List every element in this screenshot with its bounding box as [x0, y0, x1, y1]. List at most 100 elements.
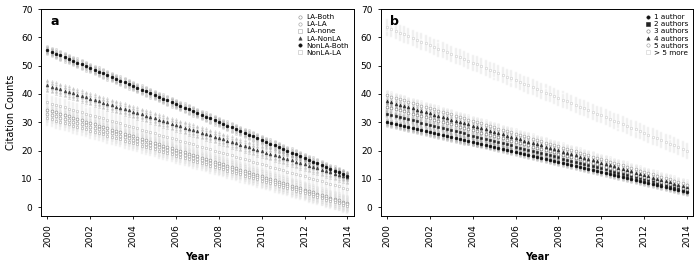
- NonLA-Both: [189, 110, 197, 113]
- 1 author: [468, 140, 477, 144]
- Line: > 5 more: > 5 more: [386, 26, 689, 152]
- 5 authors: [683, 183, 691, 186]
- LA-NonLA: [343, 176, 352, 179]
- 5 authors: [468, 119, 477, 122]
- Text: a: a: [50, 15, 59, 28]
- LA-none: [43, 116, 52, 120]
- NonLA-LA: [223, 153, 231, 156]
- Y-axis label: Citation Counts: Citation Counts: [6, 75, 15, 150]
- 2 authors: [683, 189, 691, 192]
- NonLA-LA: [343, 187, 352, 190]
- LA-LA: [189, 156, 197, 159]
- 5 authors: [383, 94, 391, 97]
- 4 authors: [383, 99, 391, 103]
- 1 author: [683, 190, 691, 193]
- LA-LA: [154, 146, 163, 149]
- LA-none: [326, 199, 334, 202]
- NonLA-LA: [326, 182, 334, 185]
- 2 authors: [494, 140, 503, 144]
- 3 authors: [563, 154, 571, 158]
- NonLA-Both: [154, 95, 163, 98]
- LA-NonLA: [154, 118, 163, 121]
- 1 author: [391, 123, 400, 126]
- NonLA-LA: [189, 143, 197, 146]
- LA-NonLA: [43, 84, 52, 87]
- 4 authors: [528, 141, 537, 144]
- Line: NonLA-LA: NonLA-LA: [46, 101, 349, 190]
- Legend: LA-Both, LA-LA, LA-none, LA-NonLA, NonLA-Both, NonLA-LA: LA-Both, LA-LA, LA-none, LA-NonLA, NonLA…: [294, 13, 350, 57]
- Line: 3 authors: 3 authors: [386, 105, 689, 190]
- Legend: 1 author, 2 authors, 3 authors, 4 authors, 5 authors, > 5 more: 1 author, 2 authors, 3 authors, 4 author…: [642, 13, 690, 57]
- NonLA-Both: [43, 49, 52, 52]
- LA-NonLA: [129, 110, 137, 113]
- NonLA-Both: [52, 52, 60, 55]
- 5 authors: [528, 137, 537, 140]
- LA-LA: [129, 138, 137, 141]
- > 5 more: [665, 142, 674, 145]
- Line: NonLA-Both: NonLA-Both: [46, 49, 349, 177]
- > 5 more: [468, 61, 477, 64]
- 1 author: [494, 146, 503, 150]
- > 5 more: [391, 29, 400, 33]
- 2 authors: [528, 149, 537, 152]
- 2 authors: [391, 114, 400, 118]
- 5 authors: [665, 178, 674, 181]
- NonLA-LA: [52, 103, 60, 107]
- NonLA-LA: [129, 125, 137, 129]
- LA-Both: [154, 143, 163, 146]
- 5 authors: [563, 147, 571, 151]
- Line: 2 authors: 2 authors: [386, 112, 689, 192]
- NonLA-Both: [129, 84, 137, 88]
- LA-none: [154, 149, 163, 152]
- LA-NonLA: [52, 87, 60, 90]
- > 5 more: [528, 86, 537, 89]
- 3 authors: [468, 129, 477, 132]
- LA-Both: [343, 201, 352, 204]
- LA-LA: [326, 198, 334, 201]
- 3 authors: [683, 187, 691, 190]
- 2 authors: [665, 184, 674, 187]
- LA-Both: [43, 108, 52, 111]
- Text: b: b: [390, 15, 399, 28]
- 1 author: [563, 162, 571, 166]
- NonLA-LA: [43, 101, 52, 104]
- 1 author: [383, 121, 391, 124]
- LA-LA: [52, 115, 60, 118]
- > 5 more: [683, 149, 691, 152]
- X-axis label: Year: Year: [525, 252, 549, 262]
- 5 authors: [391, 96, 400, 99]
- NonLA-Both: [343, 174, 352, 178]
- LA-LA: [223, 166, 231, 170]
- > 5 more: [563, 100, 571, 103]
- X-axis label: Year: Year: [185, 252, 210, 262]
- 3 authors: [391, 107, 400, 111]
- LA-Both: [223, 164, 231, 167]
- Line: LA-none: LA-none: [46, 117, 349, 207]
- LA-Both: [129, 135, 137, 138]
- LA-none: [129, 142, 137, 145]
- 3 authors: [665, 183, 674, 186]
- 3 authors: [383, 105, 391, 108]
- 4 authors: [468, 124, 477, 127]
- 3 authors: [494, 136, 503, 139]
- 1 author: [665, 186, 674, 189]
- LA-NonLA: [189, 129, 197, 132]
- LA-Both: [189, 153, 197, 157]
- LA-Both: [326, 196, 334, 199]
- LA-NonLA: [223, 139, 231, 142]
- Line: 1 author: 1 author: [386, 121, 689, 193]
- NonLA-Both: [326, 167, 334, 170]
- Line: 4 authors: 4 authors: [386, 100, 689, 189]
- > 5 more: [383, 26, 391, 29]
- 2 authors: [383, 112, 391, 116]
- 4 authors: [683, 186, 691, 189]
- > 5 more: [494, 72, 503, 75]
- Line: LA-LA: LA-LA: [46, 112, 349, 206]
- Line: LA-NonLA: LA-NonLA: [46, 84, 349, 179]
- 4 authors: [494, 132, 503, 135]
- 1 author: [528, 154, 537, 158]
- 2 authors: [563, 158, 571, 161]
- 4 authors: [563, 151, 571, 154]
- LA-none: [52, 119, 60, 122]
- Line: LA-Both: LA-Both: [46, 108, 349, 204]
